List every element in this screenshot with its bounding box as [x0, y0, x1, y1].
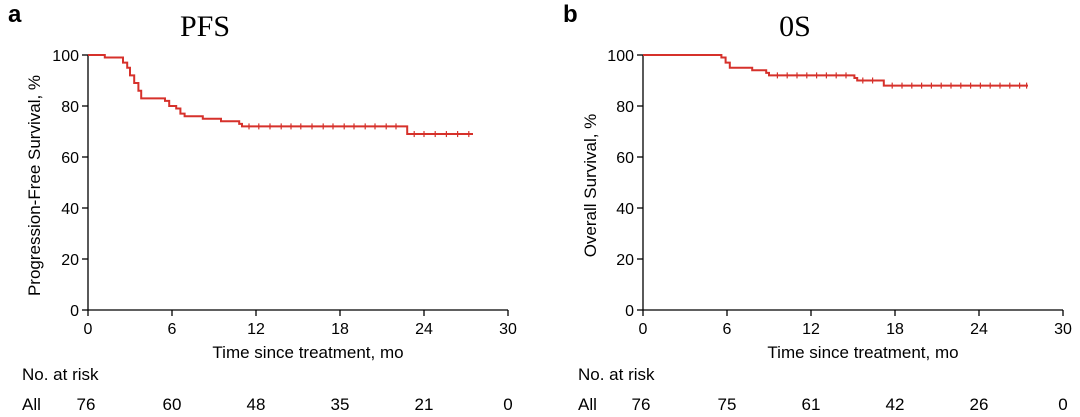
panel-b-x-tick-label: 12	[802, 321, 820, 338]
panel-b-y-tick-label: 100	[607, 48, 634, 65]
panel-a-x-axis-title: Time since treatment, mo	[212, 343, 403, 362]
panel-b-risk-value: 26	[970, 395, 989, 414]
panel-b-y-tick-label: 80	[616, 99, 634, 116]
panel-b-risk-value: 0	[1058, 395, 1067, 414]
panel-b-letter: b	[563, 1, 578, 28]
panel-b-y-tick-label: 20	[616, 252, 634, 269]
panel-a-y-axis-title: Progression-Free Survival, %	[25, 75, 44, 296]
panel-b-title: 0S	[779, 10, 811, 43]
panel-b-risk-header: No. at risk	[578, 365, 655, 384]
panel-a-y-tick-label: 20	[61, 252, 79, 269]
panel-a-y-tick-label: 60	[61, 150, 79, 167]
panel-a-survival-curve	[88, 54, 473, 136]
panel-a-title: PFS	[180, 10, 230, 43]
panel-b-risk-group: All	[578, 395, 597, 414]
panel-a-y-tick-label: 80	[61, 99, 79, 116]
panel-a-risk-header: No. at risk	[22, 365, 99, 384]
panel-a-x-tick-label: 24	[415, 321, 433, 338]
panel-b-y-axis-title: Overall Survival, %	[581, 114, 600, 258]
panel-a-x-tick-label: 30	[499, 321, 517, 338]
panel-a-x-tick-label: 18	[331, 321, 349, 338]
panel-b-x-tick-label: 6	[723, 321, 732, 338]
panel-a-risk-value: 0	[503, 395, 512, 414]
panel-a-y-tick-label: 0	[70, 303, 79, 320]
panel-b-x-tick-label: 0	[639, 321, 648, 338]
panel-b-risk-value: 76	[632, 395, 651, 414]
panel-b-y-tick-label: 40	[616, 201, 634, 218]
panel-b-survival-curve	[643, 54, 1028, 87]
panel-a-x-tick-label: 12	[247, 321, 265, 338]
panel-b-x-tick-label: 18	[886, 321, 904, 338]
panel-a-letter: a	[8, 1, 22, 28]
panel-a-risk-value: 21	[415, 395, 434, 414]
panel-b-risk-value: 75	[718, 395, 737, 414]
panel-a-risk-value: 48	[247, 395, 266, 414]
panel-a-risk-value: 60	[163, 395, 182, 414]
panel-b-risk-value: 42	[886, 395, 905, 414]
panel-b-x-tick-label: 30	[1054, 321, 1072, 338]
panel-a-y-tick-label: 100	[52, 48, 79, 65]
panel-a-y-tick-label: 40	[61, 201, 79, 218]
panel-a-risk-group: All	[22, 395, 41, 414]
panel-b-x-tick-label: 24	[970, 321, 988, 338]
panel-a-x-tick-label: 6	[168, 321, 177, 338]
panel-a-x-tick-label: 0	[84, 321, 93, 338]
panel-b-y-tick-label: 60	[616, 150, 634, 167]
panel-b-risk-value: 61	[802, 395, 821, 414]
panel-a-risk-value: 76	[77, 395, 96, 414]
panel-b-x-axis-title: Time since treatment, mo	[767, 343, 958, 362]
panel-a-risk-value: 35	[331, 395, 350, 414]
panel-b-y-tick-label: 0	[625, 303, 634, 320]
